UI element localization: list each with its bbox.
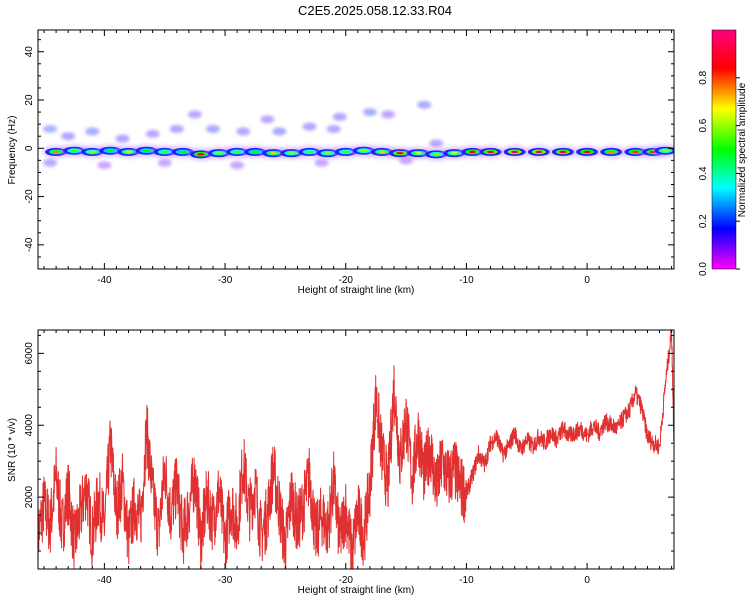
- heatmap-layer: [42, 100, 674, 170]
- heatmap-xlabel: Height of straight line (km): [298, 285, 415, 296]
- heatmap-peak: [396, 151, 404, 155]
- snr-series-line: [38, 330, 674, 569]
- heatmap-blob: [157, 158, 172, 167]
- colorbar-label: Normalized spectral amplitude: [737, 82, 748, 217]
- heatmap-blob: [205, 124, 220, 133]
- heatmap-peak: [414, 151, 422, 155]
- x-tick-label: -20: [339, 275, 354, 286]
- heatmap-blob: [115, 134, 130, 143]
- heatmap-peak: [251, 150, 259, 154]
- heatmap-peak: [106, 149, 114, 153]
- heatmap-blob: [236, 127, 251, 136]
- heatmap-peak: [450, 151, 458, 155]
- heatmap-peak: [631, 150, 639, 154]
- heatmap-peak: [607, 150, 615, 154]
- heatmap-peak: [487, 150, 495, 154]
- snr-xlabel: Height of straight line (km): [298, 585, 415, 596]
- colorbar: 0.0 0.2 0.4 0.6 0.8 Normalized spectral ampl…: [698, 29, 748, 276]
- colorbar-tick-label: 0.4: [698, 166, 709, 180]
- y-tick-label: -40: [24, 237, 35, 252]
- heatmap-blob: [43, 124, 58, 133]
- heatmap-blob: [429, 139, 444, 148]
- heatmap-blob: [380, 110, 395, 119]
- heatmap-peak: [468, 150, 476, 154]
- heatmap-peak: [143, 149, 151, 153]
- heatmap-blob: [145, 129, 160, 138]
- heatmap-peak: [179, 150, 187, 154]
- colorbar-ticks: 0.0 0.2 0.4 0.6 0.8: [698, 70, 740, 276]
- snr-ylabel: SNR (10 * v/v): [7, 418, 18, 482]
- heatmap-blob: [314, 158, 329, 167]
- heatmap-peak: [535, 150, 543, 154]
- heatmap-blob: [260, 115, 275, 124]
- heatmap-ylabel: Frequency (Hz): [7, 116, 18, 185]
- heatmap-peak: [233, 150, 241, 154]
- y-tick-label: 40: [24, 46, 35, 58]
- heatmap-peak: [269, 151, 277, 155]
- x-tick-label: -30: [218, 275, 233, 286]
- x-tick-label: -10: [459, 575, 474, 586]
- y-tick-label: 6000: [24, 342, 35, 365]
- heatmap-blob: [272, 127, 287, 136]
- heatmap-blob: [97, 161, 112, 170]
- heatmap-peak: [360, 149, 368, 153]
- heatmap-blob: [362, 108, 377, 117]
- x-tick-label: 0: [584, 275, 590, 286]
- heatmap-peak: [125, 150, 133, 154]
- snr-panel: -40 -30 -20 -10 0 2000 4000 6000 Height of stra…: [7, 329, 675, 596]
- colorbar-tick-label: 0.2: [698, 214, 709, 228]
- y-tick-label: 4000: [24, 414, 35, 437]
- colorbar-tick-label: 0.8: [698, 70, 709, 84]
- heatmap-blob: [302, 122, 317, 131]
- colorbar-tick-label: 0.6: [698, 118, 709, 132]
- heatmap-peak: [161, 150, 169, 154]
- heatmap-peak: [583, 150, 591, 154]
- y-tick-label: 2000: [24, 486, 35, 509]
- heatmap-peak: [287, 151, 295, 155]
- heatmap-frame: [37, 29, 675, 270]
- colorbar-gradient: [711, 29, 737, 270]
- x-tick-label: -20: [339, 575, 354, 586]
- snr-axes: -40 -30 -20 -10 0 2000 4000 6000: [24, 330, 674, 586]
- heatmap-peak: [88, 150, 96, 154]
- heatmap-blob: [187, 110, 202, 119]
- x-tick-label: -10: [459, 275, 474, 286]
- heatmap-axes: -40 -30 -20 -10 0 -40 -20 0 20 40: [24, 30, 674, 286]
- heatmap-peak: [342, 150, 350, 154]
- chart-title: C2E5.2025.058.12.33.R04: [298, 3, 452, 18]
- heatmap-blob: [169, 124, 184, 133]
- heatmap-peak: [70, 149, 78, 153]
- heatmap-panel: -40 -30 -20 -10 0 -40 -20 0 20 40 Height of strai…: [7, 29, 675, 296]
- heatmap-blob: [326, 124, 341, 133]
- heatmap-peak: [306, 150, 314, 154]
- x-tick-label: -30: [218, 575, 233, 586]
- heatmap-peak: [378, 150, 386, 154]
- heatmap-peak: [662, 149, 670, 153]
- heatmap-peak: [511, 150, 519, 154]
- heatmap-blob: [85, 127, 100, 136]
- heatmap-blob: [417, 100, 432, 109]
- colorbar-tick-label: 0.0: [698, 262, 709, 276]
- heatmap-peak: [432, 153, 440, 156]
- x-tick-label: 0: [584, 575, 590, 586]
- snr-frame: [37, 329, 675, 570]
- y-tick-label: 0: [24, 145, 35, 151]
- heatmap-blob: [332, 112, 347, 121]
- heatmap-peak: [215, 151, 223, 155]
- x-tick-label: -40: [97, 275, 112, 286]
- y-tick-label: 20: [24, 94, 35, 106]
- x-tick-label: -40: [97, 575, 112, 586]
- snr-plot-area: [38, 330, 674, 569]
- heatmap-peak: [197, 153, 205, 156]
- heatmap-blob: [43, 158, 58, 167]
- heatmap-blob: [230, 161, 245, 170]
- heatmap-peak: [559, 150, 567, 154]
- heatmap-blob: [61, 132, 76, 141]
- y-tick-label: -20: [24, 189, 35, 204]
- heatmap-peak: [52, 150, 60, 154]
- heatmap-peak: [324, 151, 332, 155]
